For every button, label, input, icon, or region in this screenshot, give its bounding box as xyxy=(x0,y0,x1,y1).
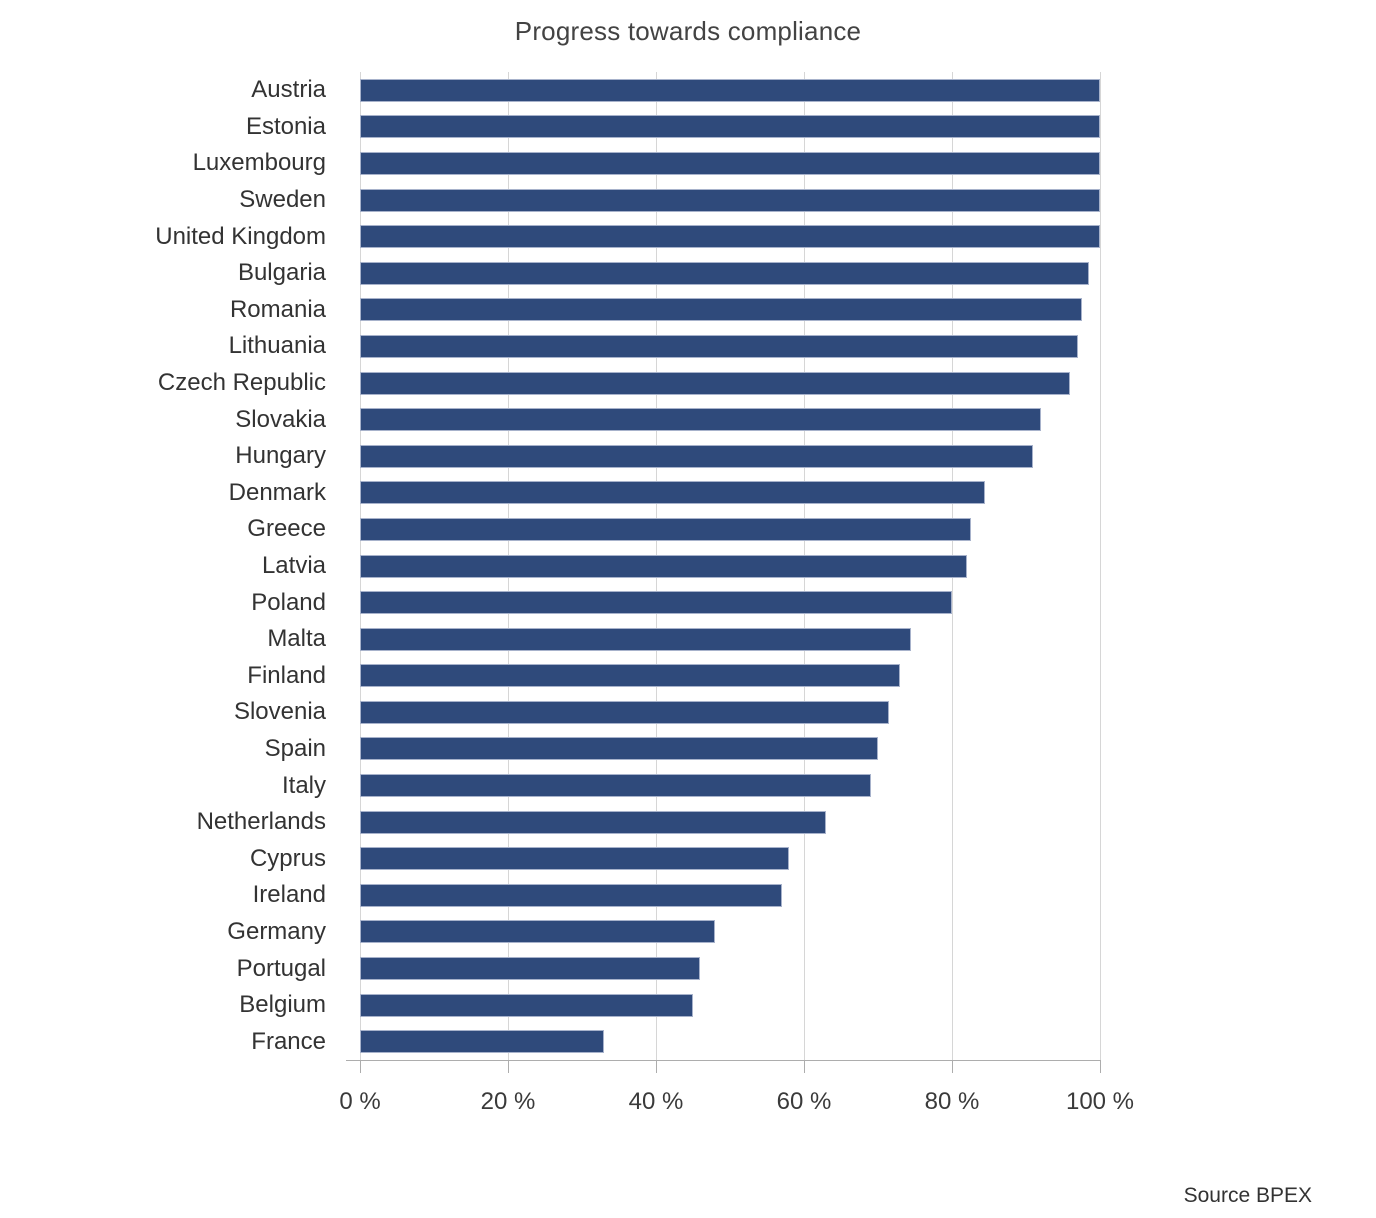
category-label: Malta xyxy=(267,625,326,653)
x-tick-mark-100 xyxy=(1100,1060,1101,1073)
chart-bar xyxy=(360,188,1100,212)
x-tick-mark-40 xyxy=(656,1060,657,1073)
category-label: Czech Republic xyxy=(157,369,326,397)
category-label: Latvia xyxy=(261,551,326,579)
bar-chart-plot-area: 0 % 20 % 40 % 60 % 80 % 100 % Austria Estonia Lu… xyxy=(155,72,1134,1115)
source-label: Source BPEX xyxy=(1183,1184,1312,1207)
category-label: Lithuania xyxy=(228,332,326,360)
category-label: Portugal xyxy=(236,954,326,982)
x-tick-mark-60 xyxy=(804,1060,805,1073)
category-label: Austria xyxy=(251,76,326,104)
x-tick-mark-0 xyxy=(360,1060,361,1073)
gridline-100 xyxy=(1100,72,1101,1060)
chart-bar xyxy=(360,115,1100,139)
category-label: Estonia xyxy=(245,112,326,140)
chart-bar xyxy=(360,627,912,651)
chart-bar xyxy=(360,334,1078,358)
category-label: France xyxy=(251,1027,326,1055)
chart-title: Progress towards compliance xyxy=(514,16,862,46)
chart-bar xyxy=(360,298,1082,322)
category-label: Slovenia xyxy=(233,698,326,726)
chart-bar xyxy=(360,225,1100,249)
x-tick-label-0: 0 % xyxy=(339,1088,381,1115)
x-tick-label-40: 40 % xyxy=(628,1088,684,1115)
chart-bar xyxy=(360,517,971,541)
category-label: United Kingdom xyxy=(155,222,326,250)
category-label: Germany xyxy=(227,917,326,945)
chart-bar xyxy=(360,957,701,981)
x-tick-label-100: 100 % xyxy=(1065,1088,1135,1115)
chart-bar xyxy=(360,774,871,798)
x-tick-mark-80 xyxy=(952,1060,953,1073)
category-label: Romania xyxy=(229,295,326,323)
category-label: Cyprus xyxy=(249,844,326,872)
chart-bar xyxy=(360,444,1034,468)
chart-bar xyxy=(360,664,901,688)
category-label: Finland xyxy=(247,661,326,689)
chart-bar xyxy=(360,883,782,907)
category-label: Hungary xyxy=(235,442,326,470)
category-label: Greece xyxy=(247,515,326,543)
chart-bar xyxy=(360,993,693,1017)
chart-bar xyxy=(360,408,1041,432)
category-label: Belgium xyxy=(239,991,326,1019)
category-label: Denmark xyxy=(228,478,326,506)
chart-bar xyxy=(360,261,1089,285)
category-label: Luxembourg xyxy=(192,149,326,177)
chart-bar xyxy=(360,78,1100,102)
chart-bar xyxy=(360,700,890,724)
category-label: Sweden xyxy=(239,186,326,214)
category-label: Spain xyxy=(264,734,326,762)
chart-bar xyxy=(360,371,1071,395)
chart-bar xyxy=(360,1030,605,1054)
x-tick-label-60: 60 % xyxy=(776,1088,832,1115)
x-tick-label-20: 20 % xyxy=(480,1088,536,1115)
category-label: Netherlands xyxy=(196,808,326,836)
category-label: Bulgaria xyxy=(237,259,326,287)
x-tick-label-80: 80 % xyxy=(924,1088,980,1115)
chart-bar xyxy=(360,920,716,944)
category-label: Poland xyxy=(251,588,326,616)
chart-bar xyxy=(360,481,986,505)
chart-bar xyxy=(360,847,790,871)
chart-bar xyxy=(360,151,1100,175)
chart-bar xyxy=(360,737,878,761)
chart-bar xyxy=(360,810,827,834)
x-axis-line xyxy=(346,1060,1100,1061)
category-label: Italy xyxy=(281,771,326,799)
chart-bar xyxy=(360,591,952,615)
category-label: Slovakia xyxy=(235,405,326,433)
chart-bar xyxy=(360,554,967,578)
x-tick-mark-20 xyxy=(508,1060,509,1073)
category-label: Ireland xyxy=(252,881,326,909)
